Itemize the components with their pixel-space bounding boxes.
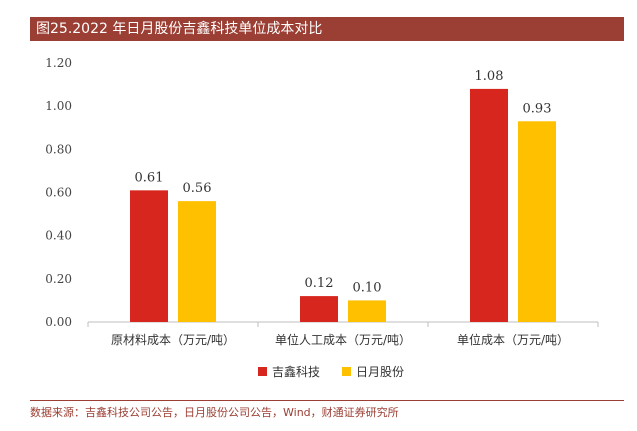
bar-0-0 bbox=[130, 190, 168, 322]
y-tick-label-4: 0.80 bbox=[45, 142, 72, 156]
bar-0-1 bbox=[300, 296, 338, 322]
y-tick-label-2: 0.40 bbox=[45, 229, 72, 243]
data-label-1-2: 0.93 bbox=[523, 101, 552, 116]
legend-swatch-0 bbox=[258, 367, 267, 376]
y-tick-label-1: 0.20 bbox=[45, 272, 72, 286]
bar-1-1 bbox=[348, 300, 386, 322]
legend-label-0: 吉鑫科技 bbox=[272, 364, 320, 379]
y-tick-label-5: 1.00 bbox=[45, 99, 72, 113]
legend-label-1: 日月股份 bbox=[356, 365, 404, 379]
data-label-1-1: 0.10 bbox=[353, 280, 382, 295]
bar-1-0 bbox=[178, 201, 216, 322]
data-label-0-1: 0.12 bbox=[305, 276, 334, 291]
chart-title: 图25.2022 年日月股份吉鑫科技单位成本对比 bbox=[36, 21, 323, 37]
data-label-0-2: 1.08 bbox=[475, 69, 504, 84]
y-tick-label-6: 1.20 bbox=[45, 56, 72, 70]
data-label-1-0: 0.56 bbox=[183, 181, 212, 196]
source-divider bbox=[30, 400, 624, 401]
y-tick-label-3: 0.60 bbox=[45, 186, 72, 200]
legend-swatch-1 bbox=[342, 367, 351, 376]
bar-1-2 bbox=[518, 121, 556, 323]
x-tick-label-2: 单位成本（万元/吨） bbox=[457, 332, 569, 347]
source-note: 数据来源：吉鑫科技公司公告，日月股份公司公告，Wind，财通证券研究所 bbox=[30, 406, 399, 419]
y-tick-label-0: 0.00 bbox=[45, 315, 72, 329]
x-tick-label-0: 原材料成本（万元/吨） bbox=[111, 333, 235, 347]
title-bar: 图25.2022 年日月股份吉鑫科技单位成本对比 bbox=[30, 17, 624, 41]
data-label-0-0: 0.61 bbox=[135, 170, 164, 185]
x-tick-label-1: 单位人工成本（万元/吨） bbox=[275, 332, 411, 347]
bar-0-2 bbox=[470, 88, 508, 323]
